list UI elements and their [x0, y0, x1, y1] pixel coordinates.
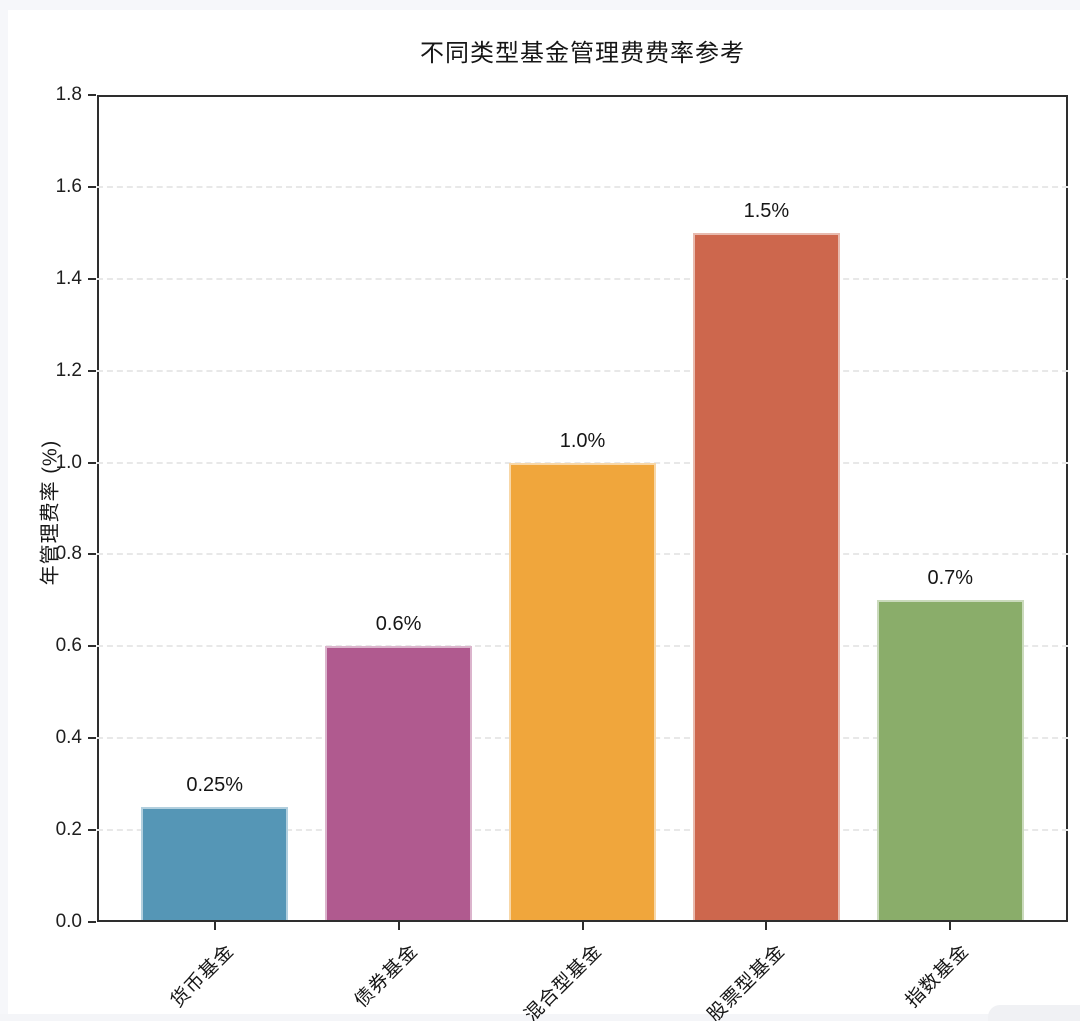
- bar-value-label: 1.0%: [559, 429, 606, 452]
- bar-value-label: 0.6%: [375, 613, 422, 636]
- y-tick-label: 0.4: [55, 727, 82, 749]
- x-tick-mark: [213, 922, 216, 930]
- y-tick-mark: [88, 737, 96, 740]
- y-tick-label: 0.2: [55, 819, 82, 841]
- y-tick-label: 1.8: [55, 84, 82, 105]
- y-tick-mark: [88, 829, 96, 832]
- y-tick-mark: [88, 369, 96, 372]
- y-tick-mark: [88, 461, 96, 464]
- y-tick-mark: [88, 185, 96, 188]
- x-tick-mark: [949, 922, 952, 930]
- y-axis-label: 年管理费率 (%): [39, 439, 62, 586]
- x-tick-mark: [397, 922, 400, 930]
- bar-指数基金: [876, 600, 1024, 920]
- x-tick-mark: [581, 922, 584, 930]
- gridline: [97, 277, 1068, 280]
- y-tick-label: 1.6: [55, 175, 82, 197]
- y-tick-label: 0.0: [55, 911, 82, 932]
- x-tick-label: 债券基金: [350, 940, 422, 1012]
- y-tick-label: 1.0: [55, 451, 82, 473]
- y-tick-label: 1.2: [55, 359, 82, 381]
- bar-债券基金: [325, 646, 473, 920]
- gridline: [97, 185, 1068, 188]
- bar-货币基金: [141, 807, 289, 920]
- axes-frame: [97, 95, 1068, 922]
- y-tick-label: 0.8: [55, 543, 82, 565]
- y-tick-mark: [88, 645, 96, 648]
- y-tick-mark: [88, 277, 96, 280]
- x-tick-label: 指数基金: [902, 940, 974, 1012]
- bar-股票型基金: [692, 232, 840, 920]
- window-edge-top: [0, 0, 1080, 10]
- x-tick-label: 混合型基金: [520, 940, 606, 1021]
- bar-value-label: 0.25%: [186, 774, 244, 797]
- y-tick-label: 1.4: [55, 267, 82, 289]
- window-edge-left: [0, 0, 8, 1021]
- bar-value-label: 0.7%: [927, 567, 974, 590]
- y-tick-mark: [88, 553, 96, 556]
- gridline: [97, 369, 1068, 372]
- y-tick-mark: [88, 94, 96, 96]
- adjacent-card-corner: [988, 1005, 1080, 1021]
- x-tick-label: 股票型基金: [704, 940, 790, 1021]
- bar-混合型基金: [508, 462, 657, 920]
- bar-value-label: 1.5%: [743, 199, 790, 222]
- window-edge-bottom: [0, 1014, 1080, 1021]
- y-tick-label: 0.6: [55, 635, 82, 657]
- x-tick-mark: [765, 922, 768, 930]
- x-tick-label: 货币基金: [166, 940, 239, 1012]
- y-tick-mark: [88, 921, 96, 923]
- chart-title: 不同类型基金管理费费率参考: [420, 40, 745, 67]
